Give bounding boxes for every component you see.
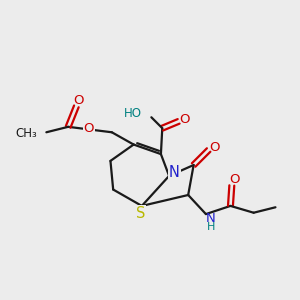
Text: HO: HO	[124, 107, 142, 120]
Text: O: O	[179, 113, 190, 126]
Text: N: N	[206, 212, 216, 225]
Text: O: O	[83, 122, 94, 135]
Text: S: S	[136, 206, 145, 221]
Text: H: H	[207, 222, 215, 232]
Text: N: N	[169, 165, 180, 180]
Text: O: O	[73, 94, 84, 107]
Text: CH₃: CH₃	[15, 127, 37, 140]
Text: O: O	[229, 173, 239, 186]
Text: O: O	[209, 141, 220, 154]
